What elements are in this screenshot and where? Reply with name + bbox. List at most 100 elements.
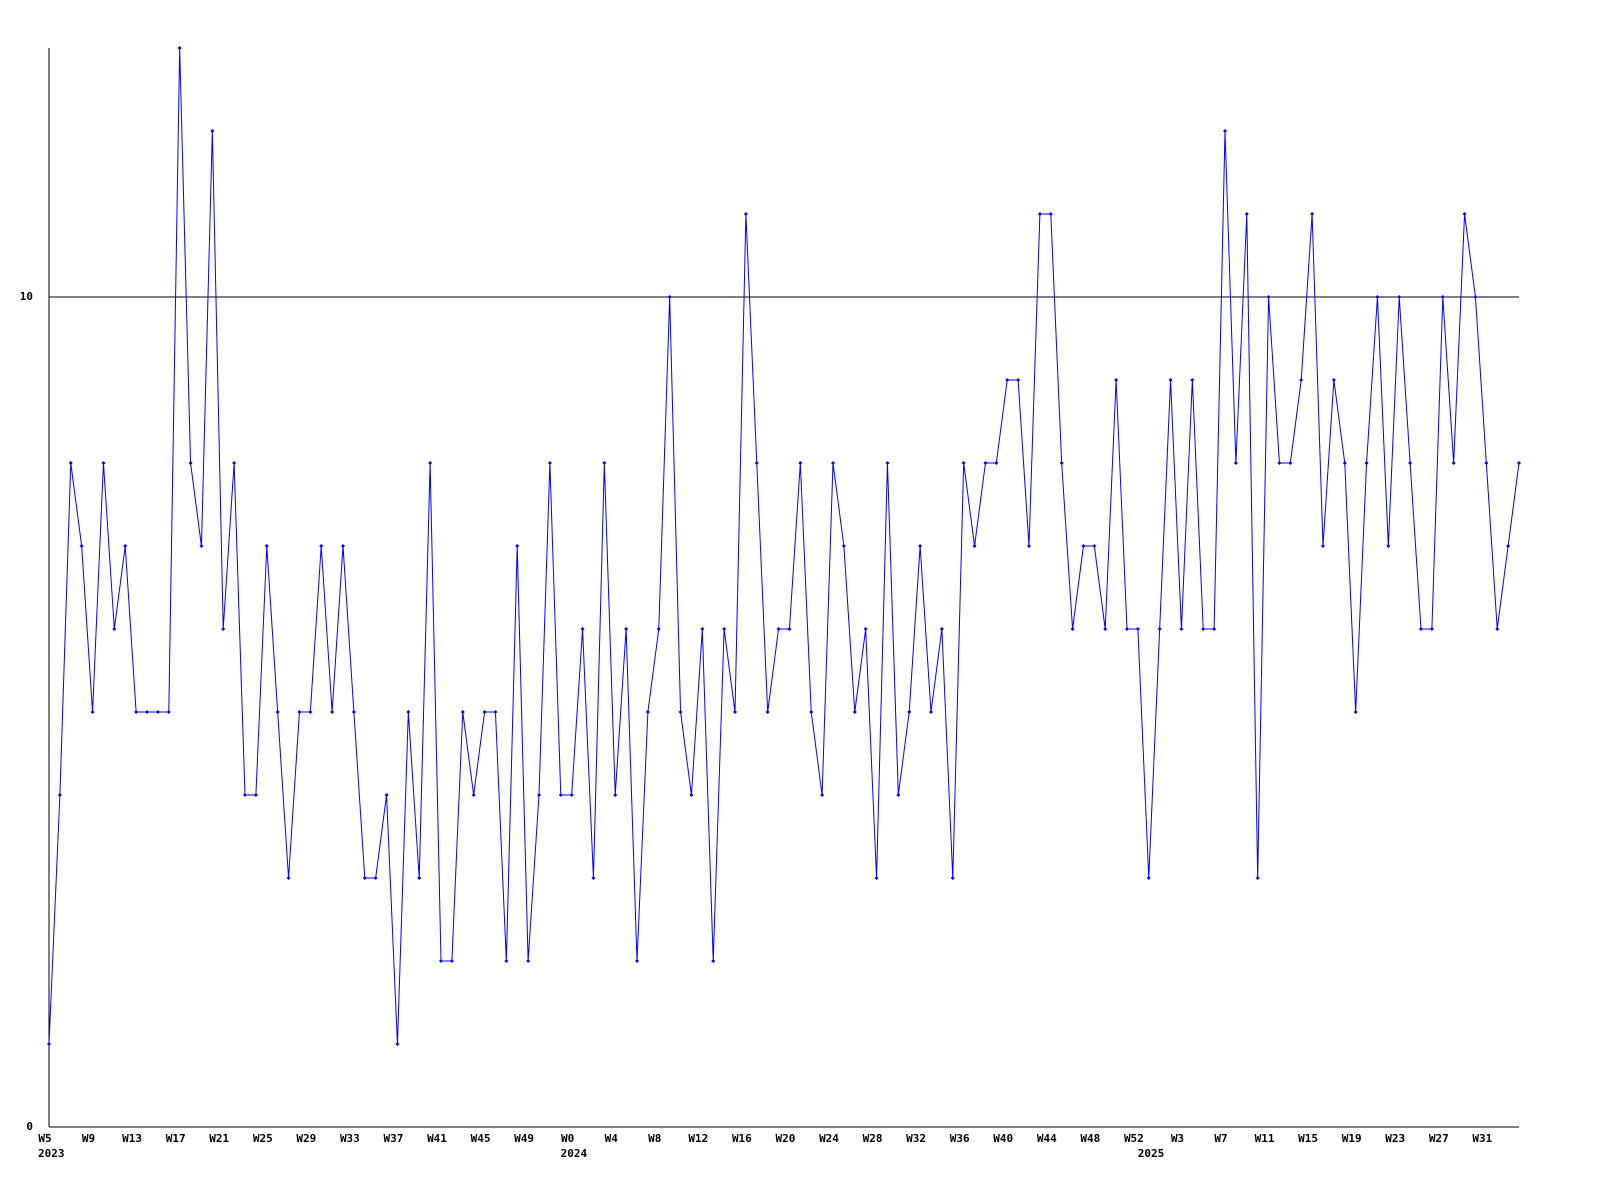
data-point	[994, 461, 999, 465]
data-point	[493, 710, 498, 714]
x-tick-label: W8	[648, 1132, 661, 1145]
data-point	[253, 793, 258, 797]
data-point	[1212, 627, 1217, 631]
data-point	[1331, 378, 1336, 382]
data-point	[341, 544, 345, 548]
data-point	[188, 461, 193, 465]
x-tick-label: W16	[732, 1132, 752, 1145]
data-point	[1440, 295, 1445, 299]
data-point	[460, 710, 465, 714]
data-point	[482, 710, 487, 714]
data-point	[1397, 295, 1402, 299]
data-point	[1125, 627, 1129, 631]
x-tick-label: W25	[253, 1132, 273, 1145]
data-point	[243, 793, 247, 797]
data-point	[1048, 212, 1053, 216]
data-point	[428, 461, 433, 465]
data-point	[569, 793, 574, 797]
year-label: 2025	[1138, 1147, 1165, 1160]
data-point	[1255, 876, 1260, 880]
x-tick-label: W49	[514, 1132, 534, 1145]
data-point	[1027, 544, 1031, 548]
data-point	[232, 461, 237, 465]
x-tick-label: W11	[1255, 1132, 1275, 1145]
data-point	[1114, 378, 1119, 382]
data-point	[798, 461, 803, 465]
data-point	[841, 544, 846, 548]
data-point	[1277, 461, 1282, 465]
data-point	[1168, 378, 1173, 382]
data-point	[79, 544, 84, 548]
x-tick-label: W17	[166, 1132, 186, 1145]
data-point	[1419, 627, 1423, 631]
data-point	[1364, 461, 1369, 465]
data-point	[1016, 378, 1021, 382]
data-point	[983, 461, 988, 465]
data-point	[820, 793, 825, 797]
data-point	[57, 793, 62, 797]
data-point	[907, 710, 912, 714]
data-point	[602, 461, 607, 465]
x-tick-label: W45	[471, 1132, 491, 1145]
data-point	[591, 876, 596, 880]
x-tick-label: W31	[1472, 1132, 1492, 1145]
x-tick-label: W5	[38, 1132, 51, 1145]
data-point	[1484, 461, 1489, 465]
data-point	[1299, 378, 1304, 382]
data-point	[471, 793, 476, 797]
data-point	[1223, 129, 1227, 133]
data-point	[515, 544, 520, 548]
data-point	[765, 710, 770, 714]
data-point	[624, 627, 629, 631]
data-point	[1310, 212, 1315, 216]
x-tick-label: W52	[1124, 1132, 1144, 1145]
x-tick-label: W0	[561, 1132, 574, 1145]
x-tick-label: W48	[1080, 1132, 1100, 1145]
data-point	[852, 710, 857, 714]
data-point	[754, 461, 759, 465]
data-point	[1517, 461, 1521, 465]
data-point	[874, 876, 879, 880]
data-point	[1473, 295, 1478, 299]
data-point	[961, 461, 966, 465]
x-tick-label: W40	[993, 1132, 1013, 1145]
data-point	[656, 627, 661, 631]
data-point	[700, 627, 705, 631]
data-point	[939, 627, 944, 631]
data-point	[1146, 876, 1151, 880]
data-point	[101, 461, 106, 465]
data-point	[787, 627, 792, 631]
data-point	[177, 46, 182, 50]
data-point	[1092, 544, 1097, 548]
data-point	[504, 959, 509, 963]
x-tick-label: W23	[1385, 1132, 1405, 1145]
x-tick-label: W33	[340, 1132, 360, 1145]
data-point	[1353, 710, 1358, 714]
year-label: 2024	[561, 1147, 588, 1160]
x-tick-label: W7	[1214, 1132, 1227, 1145]
data-point	[145, 710, 149, 714]
data-point	[580, 627, 585, 631]
x-tick-label: W12	[688, 1132, 708, 1145]
data-point	[1342, 461, 1347, 465]
data-point	[134, 710, 139, 714]
x-tick-label: W37	[384, 1132, 404, 1145]
data-point	[678, 710, 683, 714]
x-tick-label: W3	[1171, 1132, 1184, 1145]
data-point	[776, 627, 781, 631]
data-point	[449, 959, 454, 963]
data-point	[166, 710, 171, 714]
data-point	[896, 793, 901, 797]
data-point	[362, 876, 367, 880]
data-point	[863, 627, 868, 631]
data-point	[330, 710, 335, 714]
data-point	[221, 627, 226, 631]
data-point	[733, 710, 737, 714]
x-tick-label: W13	[122, 1132, 142, 1145]
x-tick-label: W44	[1037, 1132, 1057, 1145]
x-tick-label: W29	[296, 1132, 316, 1145]
data-point	[264, 544, 269, 548]
data-line	[48, 47, 1520, 1045]
data-point	[439, 959, 443, 963]
